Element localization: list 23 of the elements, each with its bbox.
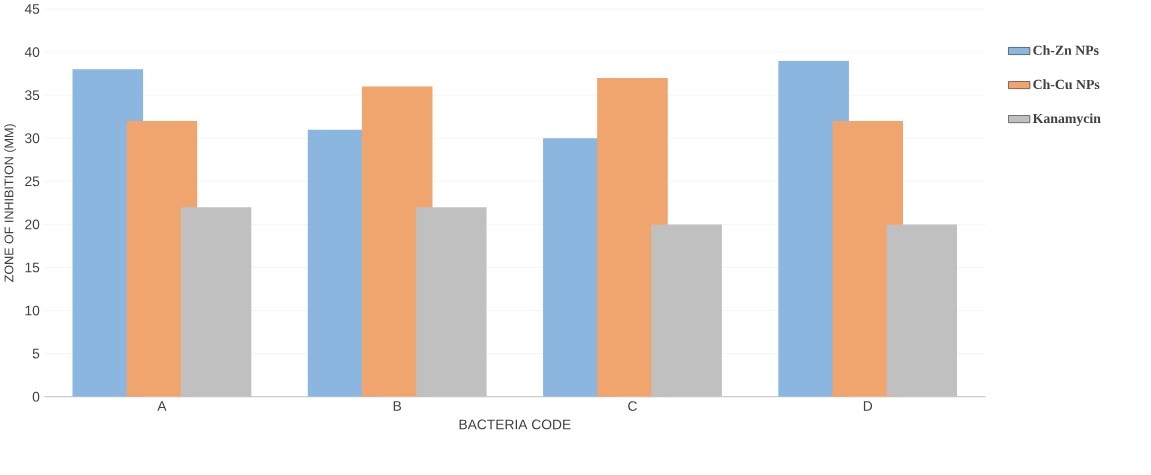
bar	[180, 207, 252, 397]
legend-label: Kanamycin	[1032, 113, 1101, 127]
x-tick-label: A	[157, 401, 167, 411]
y-tick-label: 20	[25, 219, 40, 230]
y-axis-title: ZONE OF INHIBITION (MM)	[4, 124, 16, 283]
bar	[416, 207, 487, 397]
y-tick-label: 0	[32, 392, 40, 402]
bar	[651, 224, 722, 397]
y-tick-label: 40	[24, 47, 40, 58]
x-tick-label: C	[628, 401, 637, 412]
y-tick-label: 15	[25, 262, 40, 273]
x-tick-label: B	[393, 401, 402, 411]
y-tick-label: 35	[25, 90, 40, 101]
x-axis-title: BACTERIA CODE	[459, 419, 571, 430]
y-tick-label: 10	[25, 305, 40, 316]
y-tick-label: 45	[24, 4, 40, 15]
x-tick-label: D	[863, 401, 873, 411]
y-tick-label: 5	[32, 349, 40, 359]
y-tick-label: 25	[25, 176, 40, 187]
bar	[886, 224, 958, 397]
legend-label: Ch-Zn NPs	[1033, 45, 1099, 56]
legend-label: Ch-Cu NPs	[1033, 79, 1100, 90]
y-tick-label: 30	[25, 133, 40, 144]
